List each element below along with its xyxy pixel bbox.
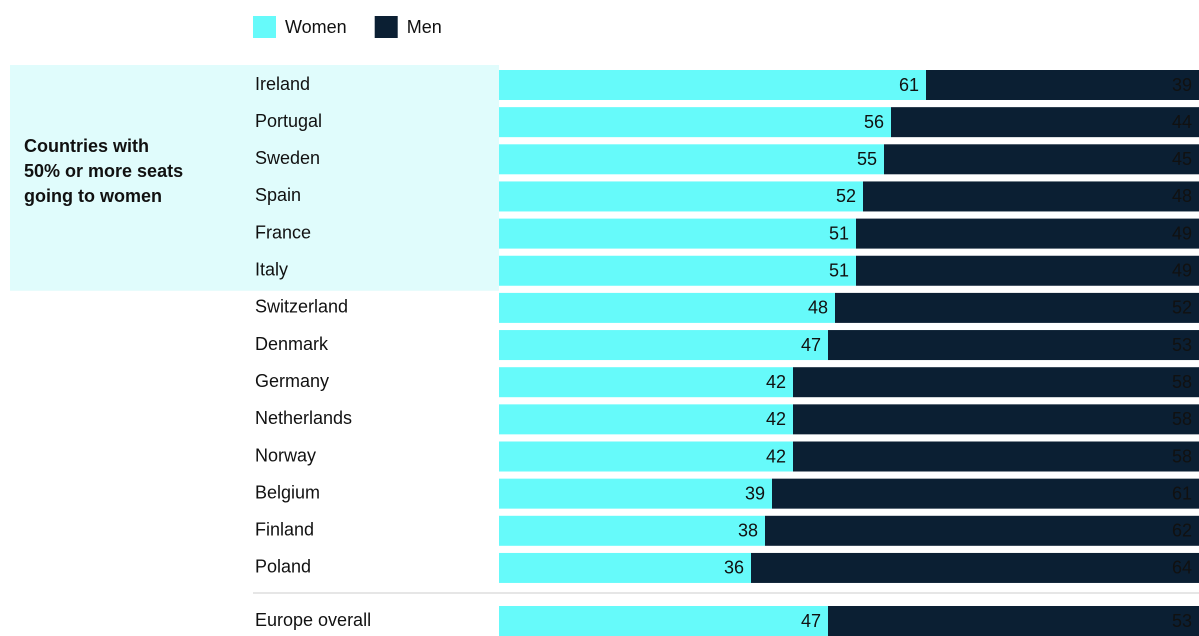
value-label: 51	[829, 261, 849, 281]
bar-segment	[828, 330, 1199, 361]
category-label: Poland	[255, 557, 311, 577]
bar-segment	[499, 70, 926, 100]
bar-segment	[499, 255, 856, 286]
bar-segment	[926, 70, 1199, 100]
value-label: 38	[738, 521, 758, 541]
bar-segment	[828, 606, 1199, 636]
bar-segment	[751, 552, 1199, 583]
value-label: 58	[1172, 446, 1192, 466]
legend-label: Men	[407, 17, 442, 37]
value-label: 44	[1172, 112, 1192, 132]
legend-swatch	[374, 16, 398, 38]
value-label: 47	[801, 611, 821, 631]
value-label: 36	[724, 558, 744, 578]
value-label: 56	[864, 112, 884, 132]
bar-segment	[793, 367, 1199, 398]
background	[10, 65, 499, 291]
category-label: Norway	[255, 445, 316, 465]
bar-segment	[793, 404, 1199, 435]
bar-segment	[499, 552, 751, 583]
value-label: 48	[808, 298, 828, 318]
bar-segment	[499, 404, 793, 435]
value-label: 58	[1172, 372, 1192, 392]
value-label: 52	[1172, 298, 1192, 318]
bar-segment	[765, 515, 1199, 546]
bar-segment	[772, 478, 1199, 509]
bar-segment	[499, 181, 863, 212]
value-label: 42	[766, 372, 786, 392]
value-label: 49	[1172, 223, 1192, 243]
category-label: Ireland	[255, 74, 310, 94]
bar-segment	[856, 255, 1199, 286]
bar-segment	[499, 218, 856, 249]
value-label: 45	[1172, 149, 1192, 169]
bar-segment	[499, 144, 884, 175]
bar-segment	[856, 218, 1199, 249]
bar-segment	[884, 144, 1199, 175]
category-label: Netherlands	[255, 408, 352, 428]
highlight-band	[10, 65, 499, 291]
value-label: 49	[1172, 261, 1192, 281]
bar-segment	[499, 441, 793, 472]
annotation: Countries with	[24, 136, 149, 156]
bar-segment	[499, 367, 793, 398]
category-label: Germany	[255, 371, 329, 391]
value-label: 42	[766, 409, 786, 429]
category-label: Finland	[255, 520, 314, 540]
value-label: 39	[1172, 75, 1192, 95]
value-label: 61	[1172, 483, 1192, 503]
legend-label: Women	[285, 17, 347, 37]
value-label: 55	[857, 149, 877, 169]
bar-segment	[499, 330, 828, 361]
value-label: 62	[1172, 521, 1192, 541]
value-label: 51	[829, 223, 849, 243]
value-label: 53	[1172, 335, 1192, 355]
value-label: 47	[801, 335, 821, 355]
bar-segment	[499, 606, 828, 636]
value-label: 39	[745, 483, 765, 503]
bar-segment	[499, 107, 891, 138]
bar-segment	[499, 292, 835, 323]
value-label: 58	[1172, 409, 1192, 429]
category-label: Sweden	[255, 148, 320, 168]
category-label: France	[255, 222, 311, 242]
bar-segment	[891, 107, 1199, 138]
value-label: 42	[766, 446, 786, 466]
category-label: Europe overall	[255, 610, 371, 630]
annotation: 50% or more seats	[24, 161, 183, 181]
bar-segment	[793, 441, 1199, 472]
value-label: 64	[1172, 558, 1192, 578]
category-label: Switzerland	[255, 297, 348, 317]
bar-segment	[863, 181, 1199, 212]
category-label: Belgium	[255, 482, 320, 502]
value-label: 53	[1172, 611, 1192, 631]
bar-segment	[499, 515, 765, 546]
category-label: Spain	[255, 185, 301, 205]
bar-segment	[835, 292, 1199, 323]
value-label: 48	[1172, 186, 1192, 206]
value-label: 52	[836, 186, 856, 206]
bar-segment	[499, 478, 772, 509]
legend-swatch	[253, 16, 276, 38]
annotation: going to women	[24, 186, 162, 206]
category-label: Italy	[255, 260, 288, 280]
value-label: 61	[899, 75, 919, 95]
category-label: Denmark	[255, 334, 329, 354]
category-label: Portugal	[255, 111, 322, 131]
